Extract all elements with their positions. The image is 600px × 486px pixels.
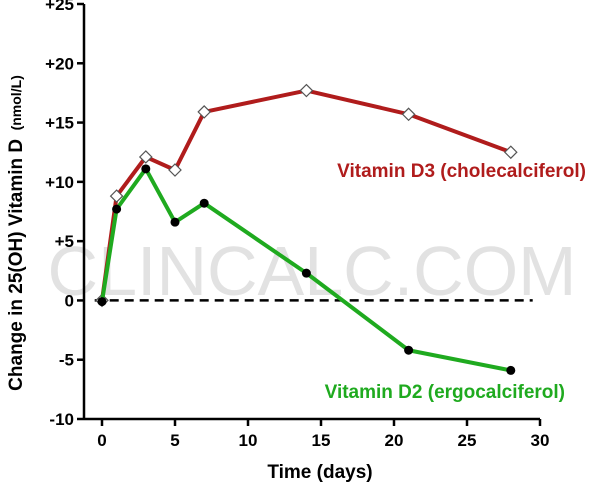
data-point <box>168 163 182 177</box>
x-axis-label: Time (days) <box>267 462 372 483</box>
data-point <box>401 107 416 122</box>
series-layer <box>95 83 518 375</box>
x-tick-label: 25 <box>458 431 477 450</box>
y-tick-label: +10 <box>45 173 74 192</box>
data-point <box>404 345 414 355</box>
data-point <box>141 164 151 174</box>
data-point <box>112 204 122 214</box>
y-tick-label: +20 <box>45 54 74 73</box>
axes: +25 +20 +15 +10 +5 0 -5 -10 0 5 10 15 20 25 30 <box>45 0 549 450</box>
y-tick-label: +25 <box>45 0 74 14</box>
data-point <box>301 268 311 278</box>
x-tick-label: 0 <box>97 431 106 450</box>
data-point <box>97 297 107 307</box>
data-point <box>299 83 314 98</box>
y-axis-label: Change in 25(OH) Vitamin D (nmol/L) <box>6 75 27 391</box>
data-point <box>199 198 209 208</box>
y-axis-label-unit: (nmol/L) <box>8 75 24 130</box>
y-tick-label: -10 <box>49 410 74 429</box>
data-point <box>503 145 518 160</box>
x-tick-label: 10 <box>239 431 258 450</box>
series-1 <box>97 164 516 375</box>
watermark: CLINCALC.COM <box>48 232 577 310</box>
y-axis-label-main: Change in 25(OH) Vitamin D <box>6 139 27 391</box>
data-point <box>109 189 124 203</box>
data-point <box>170 217 180 227</box>
x-tick-label: 15 <box>312 431 331 450</box>
x-tick-label: 20 <box>385 431 404 450</box>
data-point <box>197 105 212 119</box>
y-tick-label: +15 <box>45 114 74 133</box>
x-tick-label: 5 <box>170 431 179 450</box>
series-line <box>100 166 512 373</box>
x-tick-label: 30 <box>531 431 550 450</box>
y-tick-label: +5 <box>55 232 74 251</box>
series-label-d3: Vitamin D3 (cholecalciferol) <box>337 161 586 182</box>
series-label-d2: Vitamin D2 (ergocalciferol) <box>325 382 565 403</box>
data-point <box>138 150 153 164</box>
data-point <box>506 365 516 375</box>
y-tick-label: 0 <box>65 291 74 310</box>
series-line <box>100 88 512 301</box>
y-tick-label: -5 <box>59 351 74 370</box>
